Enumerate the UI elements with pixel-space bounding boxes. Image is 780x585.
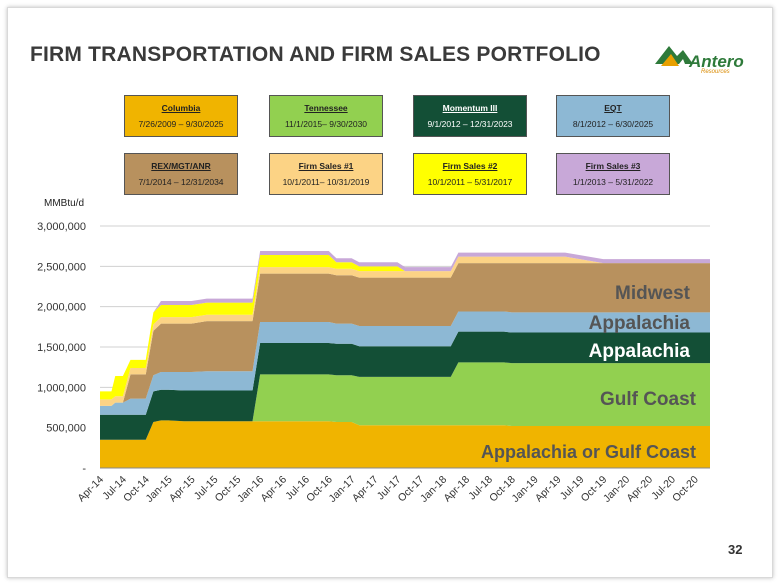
legend-dates: 11/1/2015– 9/30/2030 <box>284 119 368 129</box>
area-tennessee <box>100 362 710 440</box>
legend-name: Firm Sales #2 <box>442 161 498 171</box>
x-tick-label: Apr-14 <box>75 474 106 505</box>
y-tick-label: - <box>82 463 86 475</box>
y-tick-label: 1,000,000 <box>37 382 86 394</box>
region-label: Appalachia <box>589 341 691 362</box>
region-label: Appalachia or Gulf Coast <box>481 442 696 462</box>
legend-dates: 10/1/2011– 10/31/2019 <box>282 177 370 187</box>
x-tick-label: Apr-18 <box>441 474 472 505</box>
slide-title: FIRM TRANSPORTATION AND FIRM SALES PORTF… <box>30 43 601 66</box>
region-label: Appalachia <box>589 313 691 334</box>
page-number: 32 <box>728 542 743 557</box>
x-tick-label: Apr-20 <box>624 474 655 505</box>
legend-box-momentum-iii: Momentum III 9/1/2012 – 12/31/2023 <box>413 95 527 137</box>
legend-box-tennessee: Tennessee 11/1/2015– 9/30/2030 <box>269 95 383 137</box>
area-columbia <box>100 420 710 468</box>
legend-box-firm-sales-1: Firm Sales #1 10/1/2011– 10/31/2019 <box>269 153 383 195</box>
y-axis-unit-label: MMBtu/d <box>44 198 85 209</box>
area-rex-mgt-anr <box>100 263 710 406</box>
legend-name: Tennessee <box>304 103 348 113</box>
legend-box-rex-mgt-anr: REX/MGT/ANR 7/1/2014 – 12/31/2034 <box>124 153 238 195</box>
x-tick-label: Apr-16 <box>258 474 289 505</box>
legend-name: EQT <box>604 103 622 113</box>
legend-dates: 7/1/2014 – 12/31/2034 <box>138 177 224 187</box>
region-label: Midwest <box>615 283 691 304</box>
antero-logo: Antero Resources <box>653 38 758 78</box>
legend-name: Columbia <box>161 103 201 113</box>
area-momentum-iii <box>100 331 710 440</box>
x-tick-label: Apr-17 <box>350 474 381 505</box>
legend-name: Firm Sales #1 <box>298 161 354 171</box>
area-eqt <box>100 311 710 415</box>
x-tick-label: Apr-15 <box>167 474 198 505</box>
legend-dates: 8/1/2012 – 6/30/2025 <box>572 119 654 129</box>
legend-name: Firm Sales #3 <box>585 161 641 171</box>
legend-dates: 7/26/2009 – 9/30/2025 <box>138 119 224 129</box>
mountain-logo-icon <box>655 46 693 66</box>
legend-dates: 10/1/2011 – 5/31/2017 <box>427 177 513 187</box>
legend-name: Momentum III <box>442 103 498 113</box>
legend-dates: 9/1/2012 – 12/31/2023 <box>427 119 513 129</box>
y-tick-label: 3,000,000 <box>37 221 86 233</box>
x-tick-label: Oct-20 <box>670 474 701 505</box>
x-tick-label: Apr-19 <box>533 474 564 505</box>
legend-box-firm-sales-2: Firm Sales #2 10/1/2011 – 5/31/2017 <box>413 153 527 195</box>
y-tick-label: 2,000,000 <box>37 302 86 314</box>
legend-dates: 1/1/2013 – 5/31/2022 <box>572 177 654 187</box>
region-label: Gulf Coast <box>600 389 697 410</box>
logo-wordmark: Antero <box>689 52 744 71</box>
logo-subtitle: Resources <box>701 69 730 75</box>
legend-box-eqt: EQT 8/1/2012 – 6/30/2025 <box>556 95 670 137</box>
legend-box-columbia: Columbia 7/26/2009 – 9/30/2025 <box>124 95 238 137</box>
legend-box-firm-sales-3: Firm Sales #3 1/1/2013 – 5/31/2022 <box>556 153 670 195</box>
y-tick-label: 1,500,000 <box>37 342 86 354</box>
legend-name: REX/MGT/ANR <box>151 161 211 171</box>
y-tick-label: 500,000 <box>46 423 86 435</box>
y-tick-label: 2,500,000 <box>37 261 86 273</box>
